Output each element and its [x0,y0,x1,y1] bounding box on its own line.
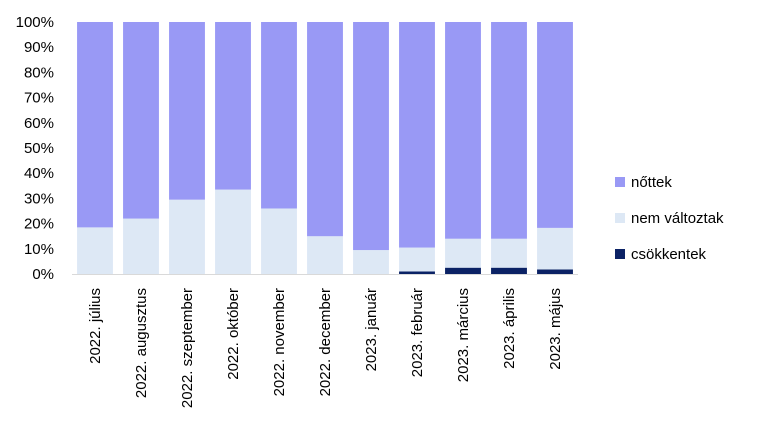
bar-segment [353,250,389,274]
x-tick-labels: 2022. július 2022. augusztus 2022. szeptem… [87,288,564,408]
bar-segment [491,22,527,239]
y-tick-label: 50% [24,140,54,157]
y-tick-label: 30% [24,190,54,207]
y-tick-labels: 0% 10% 20% 30% 40% 50% 60% 70% 80% 90% 100% [16,14,54,283]
bar-segment [77,227,113,274]
bar-segment [123,218,159,274]
bar-segment [215,22,251,190]
bar-segment [307,22,343,237]
y-tick-label: 10% [24,241,54,258]
y-tick-label: 60% [24,115,54,132]
x-tick-label: 2023. április [501,288,518,369]
y-tick-label: 40% [24,165,54,182]
bar-segment [261,208,297,274]
bar-segment [353,22,389,251]
bar-segment [123,22,159,219]
y-tick-label: 70% [24,90,54,107]
legend-label: nem változtak [631,210,724,227]
y-tick-label: 20% [24,216,54,233]
legend: nőttek nem változtak csökkentek [615,174,724,263]
bar-segment [491,267,527,274]
bar-segment [491,238,527,268]
bar-segment [169,199,205,274]
x-tick-label: 2023. május [547,288,564,370]
bar-segment [77,22,113,228]
bar-segment [307,236,343,274]
y-tick-label: 90% [24,39,54,56]
bar-segment [399,271,435,274]
x-tick-label: 2022. november [271,288,288,396]
bar-segment [399,22,435,248]
bar-segment [169,22,205,200]
bar-segment [215,189,251,274]
legend-swatch [615,249,625,259]
bar-segment [445,22,481,239]
y-tick-label: 80% [24,64,54,81]
legend-label: nőttek [631,174,672,191]
bar-segment [537,269,573,274]
x-tick-label: 2022. október [225,288,242,380]
x-tick-label: 2023. március [455,288,472,382]
bars-layer [77,22,573,274]
bar-segment [399,247,435,272]
x-tick-label: 2022. augusztus [133,288,150,398]
y-tick-label: 0% [32,266,54,283]
bar-segment [445,267,481,274]
bar-segment [261,22,297,209]
x-tick-label: 2022. július [87,288,104,364]
legend-swatch [615,213,625,223]
x-tick-label: 2022. szeptember [179,288,196,408]
x-tick-label: 2022. december [317,288,334,396]
x-tick-label: 2023. február [409,288,426,377]
legend-swatch [615,177,625,187]
bar-segment [537,227,573,270]
y-tick-label: 100% [16,14,54,31]
bar-segment [445,238,481,268]
bar-segment [537,22,573,228]
legend-label: csökkentek [631,246,707,263]
x-tick-label: 2023. január [363,288,380,371]
